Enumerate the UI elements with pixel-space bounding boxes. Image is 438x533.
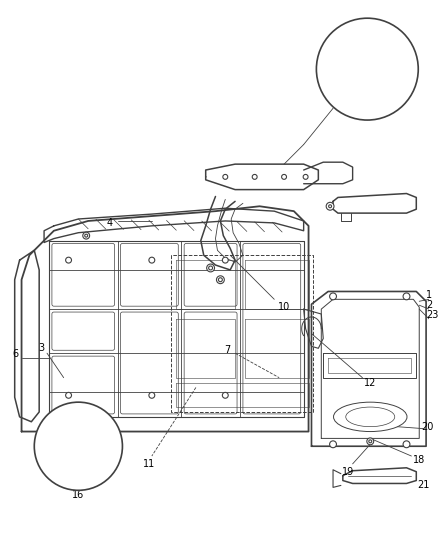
Text: 19: 19 [342,467,354,477]
Text: 7: 7 [224,345,230,356]
Circle shape [403,441,410,448]
Circle shape [207,264,215,272]
Circle shape [223,257,228,263]
Text: 3: 3 [38,343,44,353]
Text: 18: 18 [413,455,425,465]
Circle shape [66,392,71,398]
Ellipse shape [346,407,395,426]
Circle shape [223,392,228,398]
Text: 6: 6 [13,349,19,359]
Circle shape [85,234,88,237]
Circle shape [149,392,155,398]
Circle shape [403,293,410,300]
Text: 1: 1 [426,290,432,301]
Circle shape [326,203,334,210]
Circle shape [330,293,336,300]
Circle shape [316,18,418,120]
Circle shape [216,276,224,284]
Text: 16: 16 [72,490,85,500]
Text: 20: 20 [421,422,433,432]
Circle shape [303,174,308,179]
Text: 21: 21 [417,480,429,490]
Circle shape [252,174,257,179]
Circle shape [330,441,336,448]
Circle shape [328,205,332,208]
Circle shape [219,278,223,281]
Text: 2: 2 [426,300,432,310]
Text: 4: 4 [106,218,113,228]
Circle shape [149,257,155,263]
Circle shape [223,174,228,179]
Text: 11: 11 [143,459,155,469]
Circle shape [367,438,374,445]
Circle shape [34,402,123,490]
Text: 8: 8 [334,99,340,108]
Text: 12: 12 [364,377,376,387]
Circle shape [369,440,372,443]
Circle shape [282,174,286,179]
Circle shape [208,266,212,270]
Circle shape [66,257,71,263]
Circle shape [83,232,90,239]
Text: 23: 23 [426,310,438,320]
Text: 10: 10 [278,302,290,312]
Ellipse shape [333,402,407,432]
